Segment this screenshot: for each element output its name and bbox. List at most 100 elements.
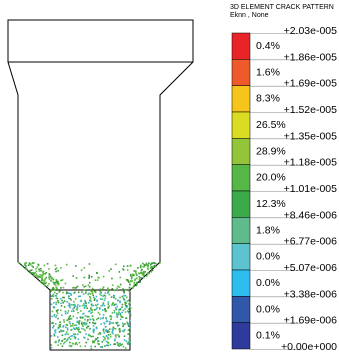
- crack-dot: [127, 300, 129, 302]
- crack-dot: [40, 281, 42, 283]
- crack-dot: [77, 312, 79, 314]
- crack-dot: [81, 328, 83, 330]
- crack-dot: [82, 284, 84, 286]
- crack-dot: [142, 263, 144, 265]
- crack-dot: [125, 305, 127, 307]
- crack-dot: [43, 281, 45, 283]
- crack-dot: [60, 303, 62, 305]
- crack-dot: [69, 321, 71, 323]
- crack-dot: [56, 279, 58, 281]
- legend-swatch: [232, 244, 250, 270]
- crack-dot: [83, 328, 85, 330]
- crack-dot: [144, 264, 146, 266]
- crack-dot: [114, 310, 116, 312]
- crack-dot: [88, 316, 90, 318]
- crack-dot: [62, 279, 64, 281]
- crack-dot: [76, 324, 78, 326]
- legend-title: 3D ELEMENT CRACK PATTERN: [230, 4, 334, 11]
- crack-dot: [124, 335, 126, 337]
- crack-dot: [119, 309, 121, 311]
- crack-dot: [117, 300, 119, 302]
- crack-dot: [80, 317, 82, 319]
- legend-percent: 0.4%: [256, 40, 280, 52]
- crack-dot: [153, 266, 155, 268]
- crack-dot: [92, 322, 94, 324]
- crack-dot: [128, 312, 130, 314]
- crack-dot: [84, 324, 86, 326]
- crack-dot: [122, 288, 124, 290]
- crack-dot: [59, 326, 61, 328]
- crack-dot: [89, 263, 91, 265]
- crack-dot: [82, 313, 84, 315]
- crack-dot: [59, 321, 61, 323]
- crack-dot: [26, 269, 28, 271]
- crack-dot: [113, 297, 115, 299]
- crack-dot: [51, 344, 53, 346]
- crack-dot: [96, 319, 98, 321]
- crack-dot: [114, 295, 116, 297]
- crack-dot: [126, 297, 128, 299]
- crack-dot: [53, 333, 55, 335]
- crack-dot: [84, 345, 86, 347]
- legend-percent: 26.5%: [256, 119, 286, 131]
- crack-dot: [91, 304, 93, 306]
- crack-dot: [111, 316, 113, 318]
- crack-dot: [64, 300, 66, 302]
- crack-dot: [54, 314, 56, 316]
- crack-dot: [90, 319, 92, 321]
- crack-dot: [69, 307, 71, 309]
- legend-percent: 12.3%: [256, 198, 286, 210]
- crack-dot: [78, 338, 80, 340]
- crack-dot: [87, 316, 89, 318]
- crack-dot: [102, 318, 104, 320]
- crack-dot: [72, 323, 74, 325]
- crack-dot: [108, 303, 110, 305]
- crack-dot: [55, 332, 57, 334]
- crack-dot: [54, 306, 56, 308]
- crack-dot: [66, 339, 68, 341]
- crack-dot: [126, 322, 128, 324]
- crack-dot: [47, 285, 49, 287]
- crack-dot: [91, 289, 93, 291]
- crack-dot: [100, 295, 102, 297]
- crack-dot: [81, 291, 83, 293]
- crack-dot: [108, 270, 110, 272]
- crack-dot: [139, 279, 141, 281]
- crack-dot: [80, 301, 82, 303]
- legend-swatch: [232, 86, 250, 112]
- crack-dot: [59, 331, 61, 333]
- crack-dot: [114, 340, 116, 342]
- crack-dot: [55, 341, 57, 343]
- crack-dot: [109, 331, 111, 333]
- crack-dot: [123, 310, 125, 312]
- crack-dot: [69, 316, 71, 318]
- crack-dot: [128, 333, 130, 335]
- crack-dot: [143, 273, 145, 275]
- crack-dot: [123, 297, 125, 299]
- crack-dot: [129, 287, 131, 289]
- crack-dot: [68, 297, 70, 299]
- crack-dot: [50, 290, 52, 292]
- crack-dot: [84, 267, 86, 269]
- legend-percent: 0.0%: [256, 251, 280, 263]
- legend-swatch: [232, 33, 250, 59]
- crack-dot: [106, 320, 108, 322]
- crack-dot: [110, 268, 112, 270]
- crack-dot: [122, 323, 124, 325]
- crack-dot: [119, 271, 121, 273]
- crack-dot: [45, 282, 47, 284]
- crack-dot: [117, 290, 119, 292]
- crack-dot: [140, 265, 142, 267]
- crack-dot: [76, 317, 78, 319]
- crack-dot: [72, 304, 74, 306]
- crack-dot: [119, 328, 121, 330]
- crack-dot: [97, 340, 99, 342]
- crack-dot: [24, 263, 26, 265]
- crack-dot: [127, 323, 129, 325]
- crack-dot: [109, 294, 111, 296]
- crack-dot: [54, 330, 56, 332]
- crack-dot: [74, 292, 76, 294]
- crack-dot: [48, 268, 50, 270]
- crack-dot: [75, 342, 77, 344]
- crack-dot: [39, 274, 41, 276]
